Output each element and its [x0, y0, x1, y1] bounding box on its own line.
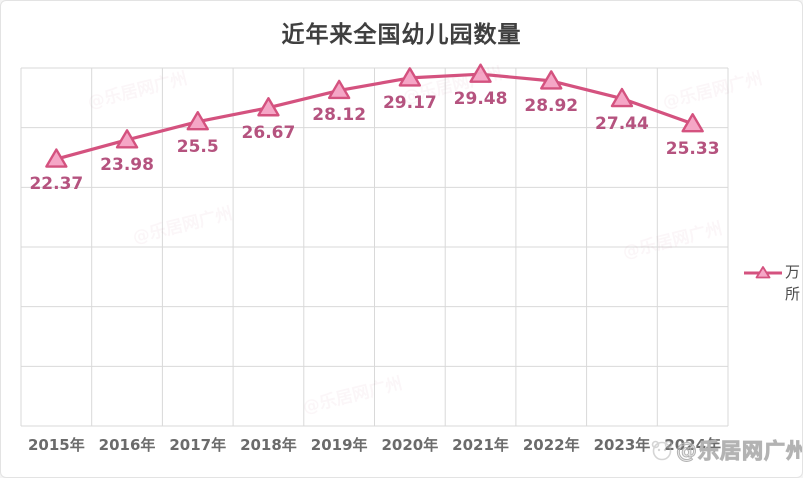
legend: 万所 — [743, 259, 802, 306]
data-point-marker — [45, 148, 68, 168]
legend-label: 万所 — [785, 263, 801, 303]
data-point-marker — [540, 70, 563, 90]
data-point-marker — [186, 111, 209, 131]
data-point-marker — [257, 97, 280, 117]
x-axis-label: 2016年 — [98, 436, 156, 454]
x-axis-label: 2021年 — [452, 436, 509, 454]
x-axis-label: 2022年 — [522, 436, 580, 454]
data-point-marker — [610, 87, 634, 108]
data-point-marker — [398, 67, 422, 87]
data-point-marker — [327, 79, 351, 100]
x-axis-label: 2023年 — [593, 436, 651, 454]
data-label: 25.5 — [176, 136, 219, 157]
data-point-marker — [681, 113, 704, 133]
data-label: 27.44 — [595, 113, 649, 134]
data-label: 29.48 — [453, 89, 508, 110]
x-axis-label: 2015年 — [27, 436, 85, 454]
x-axis-label: 2017年 — [169, 436, 227, 454]
data-label: 26.67 — [241, 122, 296, 143]
data-label: 29.17 — [382, 92, 437, 113]
data-point-marker — [115, 129, 139, 149]
data-label: 23.98 — [100, 154, 154, 175]
x-axis-label: 2024年 — [664, 436, 722, 454]
x-axis-label: 2020年 — [381, 436, 439, 454]
chart-title: 近年来全国幼儿园数量 — [281, 22, 522, 48]
x-axis-label: 2018年 — [240, 436, 297, 454]
series-line — [54, 72, 695, 161]
data-label: 22.37 — [29, 174, 84, 195]
data-label: 28.12 — [312, 105, 367, 126]
data-point-marker — [469, 63, 492, 83]
x-axis-label: 2019年 — [310, 436, 368, 454]
legend-line-marker-icon — [744, 266, 782, 279]
data-label: 28.92 — [524, 95, 579, 116]
data-label: 25.33 — [665, 138, 720, 159]
